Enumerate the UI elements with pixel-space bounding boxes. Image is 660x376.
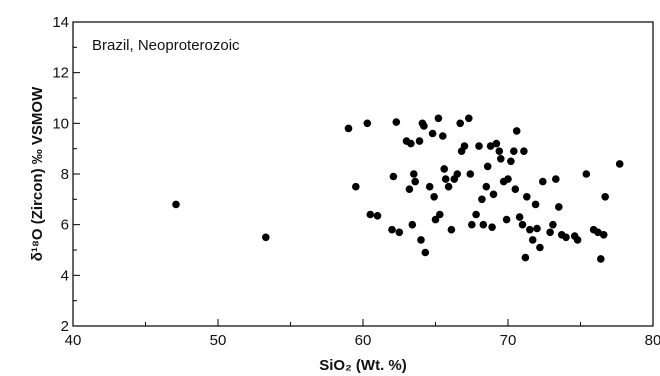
data-point <box>352 182 360 191</box>
data-point <box>447 225 456 234</box>
data-point <box>533 224 541 233</box>
data-point <box>417 236 425 244</box>
data-point <box>392 118 401 126</box>
data-point <box>441 175 450 183</box>
data-point <box>439 132 447 140</box>
data-point <box>489 190 498 199</box>
data-points <box>172 114 624 263</box>
data-point <box>405 185 414 193</box>
data-point <box>410 170 418 178</box>
data-point <box>597 255 605 263</box>
data-point <box>528 236 537 244</box>
data-point <box>436 210 444 219</box>
data-point <box>472 210 480 219</box>
x-axis-title: SiO₂ (Wt. %) <box>319 357 407 374</box>
y-tick-label: 10 <box>52 115 69 132</box>
data-point <box>421 248 430 257</box>
data-point <box>468 220 476 229</box>
data-point <box>615 160 624 168</box>
data-point <box>482 182 491 191</box>
plot-frame <box>72 21 654 327</box>
data-point <box>407 139 415 148</box>
data-point <box>363 119 372 128</box>
data-point <box>344 124 353 133</box>
y-tick-label: 6 <box>61 217 69 234</box>
data-point <box>521 253 530 262</box>
data-point <box>523 193 531 201</box>
data-point <box>415 137 424 145</box>
data-point <box>518 220 527 229</box>
data-point <box>389 172 398 181</box>
x-tick-label: 50 <box>210 332 227 349</box>
data-point <box>511 185 520 193</box>
data-point <box>546 228 554 237</box>
data-point <box>444 182 453 191</box>
data-point <box>434 114 443 123</box>
data-point <box>520 147 528 155</box>
data-point <box>460 142 469 150</box>
data-point <box>512 127 521 135</box>
data-point <box>453 170 462 178</box>
data-point <box>601 193 609 201</box>
data-point <box>555 203 563 211</box>
x-tick-label: 60 <box>355 332 372 349</box>
data-point <box>440 165 449 173</box>
data-point <box>465 114 473 123</box>
x-tick-label: 80 <box>645 332 660 349</box>
data-point <box>425 182 434 191</box>
data-point <box>486 142 495 150</box>
data-point <box>483 162 492 171</box>
y-tick-label: 2 <box>61 318 69 335</box>
data-point <box>488 223 496 231</box>
data-point <box>504 175 512 183</box>
data-point <box>408 220 417 229</box>
x-tick-label: 70 <box>500 332 517 349</box>
data-point <box>582 170 591 178</box>
data-point <box>536 243 544 252</box>
y-tick-label: 12 <box>52 65 69 82</box>
data-point <box>262 233 270 242</box>
data-point <box>497 155 505 163</box>
data-point <box>526 225 534 234</box>
data-point <box>552 175 560 183</box>
data-point <box>495 147 504 155</box>
data-point <box>430 193 438 201</box>
data-point <box>456 119 465 128</box>
data-point <box>492 139 501 148</box>
data-point <box>475 142 483 150</box>
data-point <box>531 200 540 209</box>
y-tick-label: 4 <box>61 267 69 284</box>
y-axis-title: δ¹⁸O (Zircon) ‰ VSMOW <box>29 86 46 261</box>
data-point <box>507 157 515 166</box>
data-point <box>366 210 375 219</box>
data-point <box>411 177 420 186</box>
data-point <box>420 122 428 130</box>
data-point <box>478 195 486 204</box>
data-point <box>395 228 404 237</box>
data-point <box>515 213 524 221</box>
data-point <box>510 147 518 155</box>
data-point <box>479 220 488 229</box>
data-point <box>599 231 608 239</box>
data-point <box>562 233 570 242</box>
axis-ticks: 40 50 60 70 80 2 4 6 8 10 12 14 <box>52 14 660 349</box>
y-tick-label: 14 <box>52 14 69 31</box>
data-point <box>573 236 582 244</box>
data-point <box>549 220 557 229</box>
data-point <box>431 215 440 224</box>
y-tick-label: 8 <box>61 166 69 183</box>
data-point <box>428 129 437 138</box>
data-point <box>373 212 382 220</box>
x-tick-label: 40 <box>65 332 82 349</box>
data-point <box>502 215 511 224</box>
data-point <box>594 228 602 237</box>
data-point <box>172 200 180 209</box>
chart-annotation: Brazil, Neoproterozoic <box>92 37 240 54</box>
data-point <box>539 177 547 186</box>
data-point <box>388 225 396 234</box>
data-point <box>466 170 475 178</box>
